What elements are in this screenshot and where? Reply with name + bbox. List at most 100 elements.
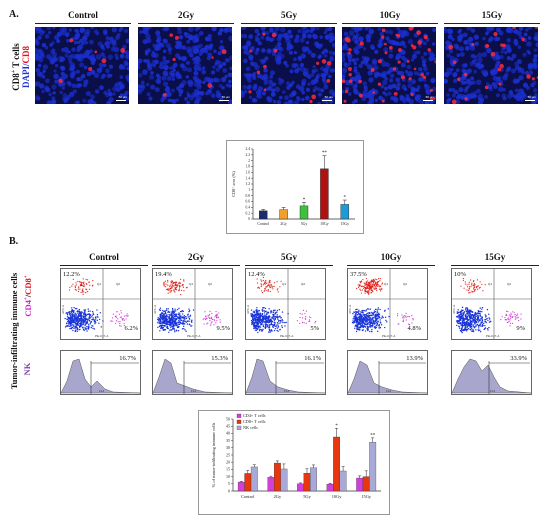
flow-event-blue — [183, 327, 185, 330]
dapi-nucleus — [296, 97, 301, 102]
flow-event-blue — [257, 322, 259, 324]
flow-event-blue — [180, 319, 182, 321]
flow-event-blue — [159, 314, 161, 317]
flow-y-axis-label: APC-A — [452, 304, 456, 314]
cd8-signal — [162, 93, 167, 97]
flow-event-blue — [265, 318, 267, 321]
dapi-nucleus — [42, 69, 46, 73]
flow-event-blue — [75, 324, 77, 327]
flow-event-blue — [69, 314, 72, 317]
flow-event-blue — [369, 317, 372, 319]
flow-event-blue — [188, 308, 190, 310]
dapi-nucleus — [423, 51, 428, 56]
cd8-signal — [471, 42, 475, 46]
flow-event-blue — [174, 322, 176, 324]
dapi-nucleus — [222, 68, 228, 73]
flow-event-cd8 — [476, 279, 478, 281]
flow-event-cd8 — [74, 288, 76, 290]
flow-event-blue — [187, 313, 189, 315]
flow-event-cd4 — [214, 320, 216, 322]
flow-event-cd8 — [258, 286, 260, 288]
dapi-nucleus — [514, 65, 520, 71]
dapi-nucleus — [257, 86, 264, 92]
flow-event-blue — [473, 318, 475, 321]
flow-event-blue — [170, 318, 172, 321]
flow-event-blue — [363, 323, 366, 325]
flow-event-blue — [364, 330, 367, 332]
flow-event-blue — [251, 317, 254, 319]
legend-label: NK cells — [243, 425, 258, 430]
dapi-nucleus — [90, 69, 96, 75]
dapi-nucleus — [50, 49, 56, 55]
flow-event-blue — [485, 321, 487, 324]
cd8-signal — [497, 67, 502, 72]
cd8-signal — [359, 93, 363, 98]
flow-event-blue — [276, 321, 279, 324]
dapi-nucleus — [378, 39, 382, 43]
dapi-nucleus — [331, 68, 335, 73]
cd8-signal — [536, 76, 538, 79]
dapi-nucleus — [476, 79, 482, 85]
dapi-nucleus — [198, 31, 204, 36]
flow-event-blue — [280, 321, 282, 323]
dapi-nucleus — [224, 27, 228, 32]
flow-event-cd8 — [82, 293, 84, 295]
dapi-nucleus — [288, 50, 293, 55]
dapi-nucleus — [161, 75, 167, 81]
dapi-nucleus — [275, 44, 281, 50]
flow-event-blue — [361, 329, 364, 331]
dapi-nucleus — [482, 36, 486, 41]
flow-event-cd4 — [208, 313, 211, 316]
flow-event-cd8 — [269, 284, 271, 286]
flow-event-blue — [370, 321, 373, 324]
flow-event-blue — [490, 320, 492, 323]
y-axis-label: % of tumor-infiltrating immune cells — [211, 422, 216, 487]
flow-event-cd4 — [304, 312, 306, 315]
flow-event-blue — [284, 325, 286, 327]
cd8-signal — [417, 40, 423, 45]
flow-event-blue — [177, 330, 180, 332]
dapi-nucleus — [243, 58, 248, 64]
flow-dots: APC-A — [246, 269, 325, 339]
flow-event-blue — [476, 323, 478, 326]
flow-event-blue — [102, 320, 104, 322]
flow-event-cd4 — [206, 323, 208, 325]
dapi-nucleus — [204, 91, 209, 96]
flow-event-cd4 — [401, 314, 403, 316]
cd8-signal — [377, 82, 382, 86]
dapi-nucleus — [314, 68, 319, 73]
cd8-signal — [58, 78, 63, 84]
flow-event-blue — [251, 323, 253, 326]
flow-event-blue — [176, 325, 178, 327]
scale-bar-label: 50 μm — [324, 95, 333, 99]
dapi-nucleus — [448, 71, 453, 75]
flow-event-blue — [72, 329, 74, 332]
flow-event-cd8 — [163, 285, 165, 287]
cd8-signal — [256, 70, 261, 75]
dapi-nucleus — [283, 32, 289, 38]
flow-event-cd8 — [169, 287, 172, 290]
flow-event-cd8 — [468, 289, 470, 291]
flow-event-cd8 — [367, 284, 369, 286]
flow-event-cd8 — [374, 286, 376, 288]
cd8-signal — [172, 57, 176, 62]
flow-event-cd8 — [163, 283, 165, 285]
flow-event-blue — [481, 321, 484, 323]
flow-event-blue — [178, 323, 180, 326]
dapi-nucleus — [387, 84, 394, 90]
flow-event-cd8 — [372, 280, 375, 282]
dapi-nucleus — [188, 81, 194, 88]
dapi-nucleus — [381, 61, 387, 67]
dapi-nucleus — [444, 27, 447, 31]
flow-event-blue — [94, 322, 96, 325]
flow-event-blue — [188, 318, 191, 320]
flow-quadrant-q1: Q1 — [488, 282, 493, 286]
flow-event-cd4 — [510, 314, 512, 316]
flow-event-cd8 — [166, 288, 169, 290]
flow-event-blue — [97, 316, 99, 318]
flow-event-blue — [257, 319, 259, 322]
flow-event-cd4 — [520, 318, 522, 320]
flow-event-cd8 — [356, 287, 358, 290]
flow-event-blue — [258, 319, 260, 321]
dapi-nucleus — [277, 33, 283, 39]
